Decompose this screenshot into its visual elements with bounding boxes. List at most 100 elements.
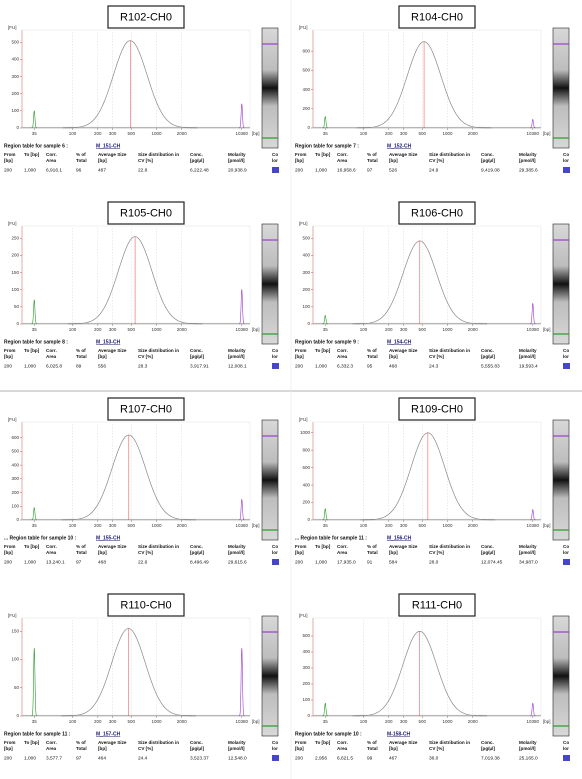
table-header: Average Size [98,544,127,549]
table-header: Conc. [481,544,494,549]
table-header: CV [%] [429,746,444,751]
x-tick-label: 35 [323,327,329,332]
x-tick-label: 300 [400,131,408,136]
peak [322,315,328,325]
plot-frame [21,421,251,521]
table-header: Corr. [46,152,57,157]
color-swatch [272,363,279,369]
region-link: M_156-CH [387,535,412,541]
x-tick-label: 100 [69,131,77,136]
y-tick-label: 0 [16,321,19,326]
table-cell: 1,000 [315,167,327,173]
gel-lane [552,615,570,737]
x-tick-label: 10380 [236,523,249,528]
table-header: [bp] [98,158,107,163]
table-cell: 1,000 [24,363,36,369]
table-cell: 22.8 [138,167,148,173]
x-tick-label: 200 [94,327,102,332]
table-header: Total [76,550,87,555]
table-header: From [4,544,15,549]
title-box [398,397,476,421]
table-cell: 467 [389,755,397,761]
table-header: [bp] [98,746,107,751]
table-header: [pg/µl] [481,354,495,359]
peak [63,40,198,129]
table-header: Size distribution in [138,348,179,353]
y-tick-label: 600 [302,465,310,470]
region-link: M-158-CH [387,731,410,737]
y-tick-label: 100 [11,287,19,292]
x-tick-label: 100 [360,327,368,332]
table-header: Area [46,550,57,555]
table-header: Size distribution in [138,544,179,549]
x-tick-label: 500 [418,131,426,136]
color-swatch [563,363,570,369]
x-tick-label: 35 [323,523,329,528]
table-header: [pg/µl] [190,158,204,163]
x-tick-label: 500 [127,327,135,332]
table-cell: 12,074.45 [481,559,503,565]
table-cell: 1,000 [24,755,36,761]
y-tick-label: 400 [302,253,310,258]
table-header: [bp] [4,550,13,555]
y-tick-label: 100 [302,304,310,309]
table-header: CV [%] [138,550,153,555]
table-header: Corr. [337,544,348,549]
table-header: Size distribution in [429,544,470,549]
y-tick-label: 200 [11,91,19,96]
table-header: Molarity [519,740,537,745]
table-header: Co [563,348,569,353]
table-header: Corr. [46,348,57,353]
table-header: % of [76,152,86,157]
table-header: Conc. [190,544,203,549]
table-cell: 89 [76,363,82,369]
y-axis-label: [FU] [299,25,308,30]
peak [530,119,536,129]
x-tick-label: 300 [109,523,117,528]
table-cell: 200 [4,755,12,761]
table-header: To [bp] [24,544,40,549]
x-tick-label: 200 [385,131,393,136]
table-header: Co [272,348,278,353]
table-header: Area [337,550,348,555]
table-header: CV [%] [138,354,153,359]
x-axis-label: [bp] [543,327,551,332]
x-tick-label: 35 [323,719,329,724]
x-tick-label: 200 [385,523,393,528]
peak [239,648,245,717]
table-cell: 22.6 [138,559,148,565]
y-tick-label: 50 [14,304,20,309]
table-header: Average Size [98,348,127,353]
y-tick-label: 800 [302,447,310,452]
table-header: Co [272,152,278,157]
table-header: [bp] [389,550,398,555]
table-header: Conc. [190,740,203,745]
y-tick-label: 400 [11,57,19,62]
table-header: Average Size [389,348,418,353]
table-header: Conc. [190,152,203,157]
table-cell: 97 [367,167,373,173]
y-axis-label: [FU] [299,221,308,226]
y-tick-label: 600 [11,435,19,440]
region-label: ... Region table for sample 11 : [295,535,367,541]
table-cell: 96 [76,167,82,173]
x-tick-label: 100 [69,719,77,724]
peak [31,110,37,129]
y-tick-label: 0 [16,125,19,130]
x-tick-label: 35 [32,327,38,332]
table-header: CV [%] [429,158,444,163]
x-tick-label: 500 [127,131,135,136]
panel-title: R107-CH0 [120,403,172,415]
table-cell: 24.4 [138,755,148,761]
table-cell: 7,019.38 [481,755,500,761]
table-cell: 24.3 [429,363,439,369]
y-axis-label: [FU] [299,613,308,618]
table-cell: 556 [98,363,106,369]
gel-lane [552,419,570,541]
table-header: % of [76,348,86,353]
y-axis-label: [FU] [8,613,17,618]
y-axis-label: [FU] [8,221,17,226]
x-tick-label: 2000 [177,131,188,136]
x-tick-label: 10380 [527,327,540,332]
